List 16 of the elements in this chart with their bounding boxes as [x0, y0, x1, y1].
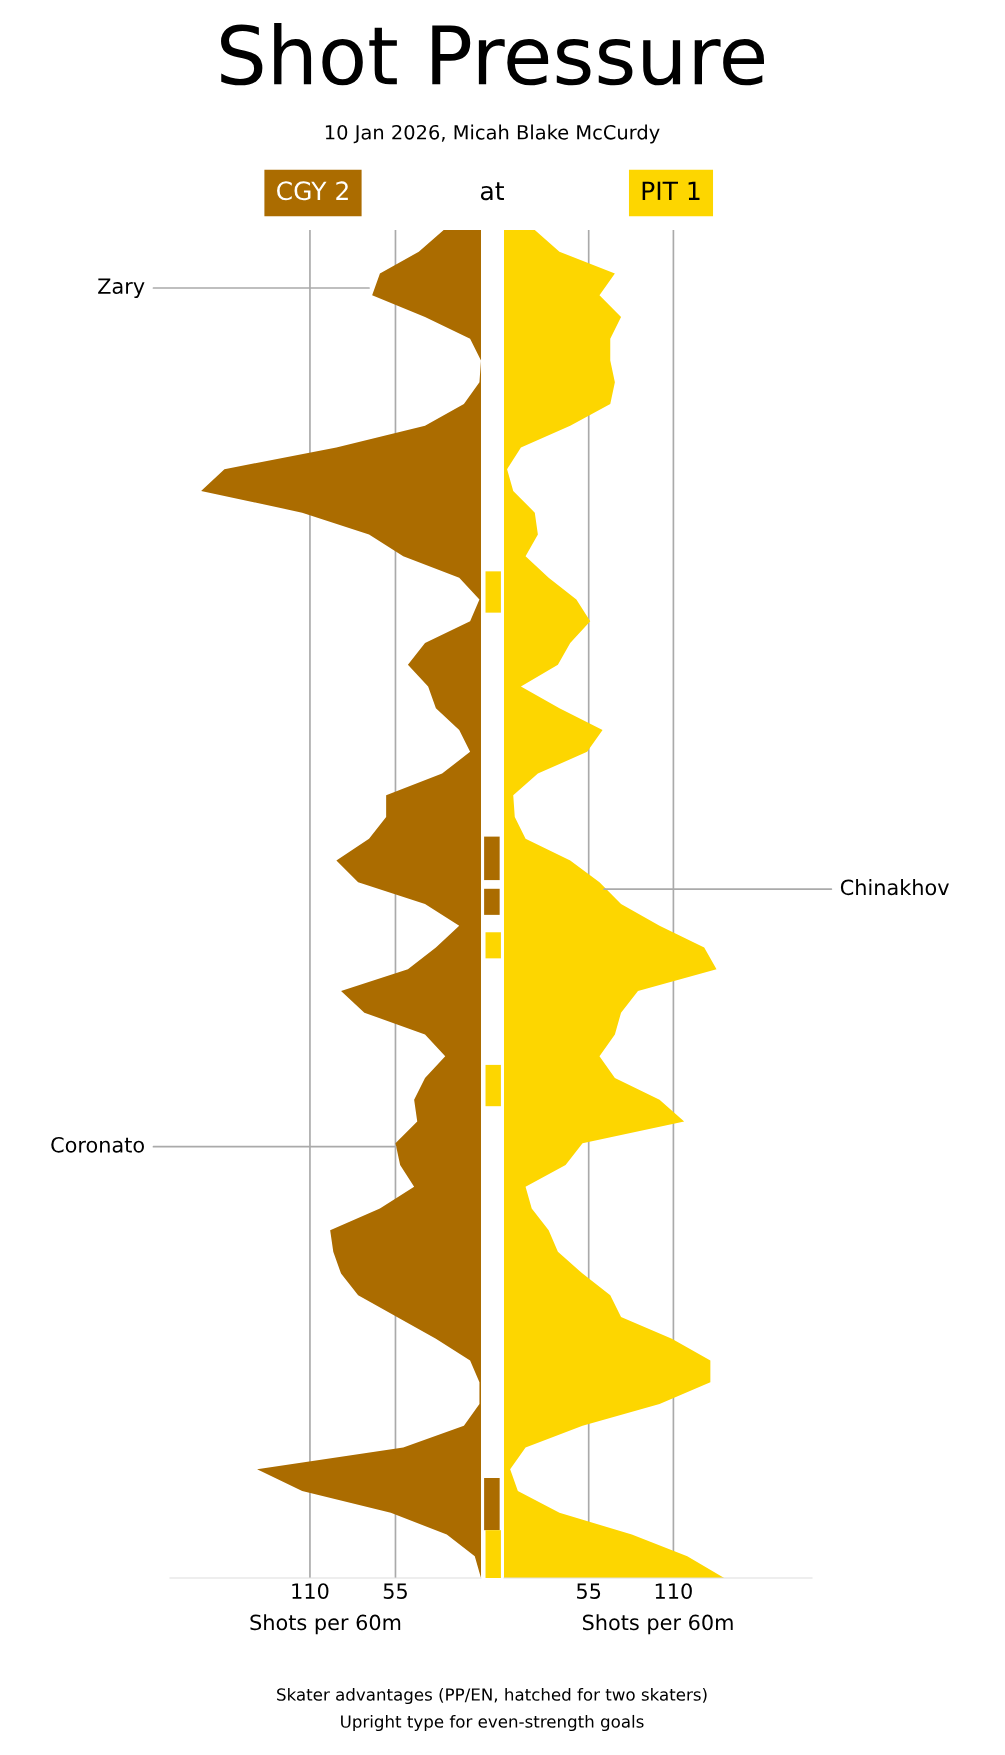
text: Coronato	[51, 1136, 144, 1153]
x-tick-label: 110	[655, 1583, 692, 1599]
text: 10 Jan 2026, Micah Blake McCurdy	[325, 124, 660, 144]
x-tick-label: 110	[292, 1583, 329, 1599]
text: Upright type for even-strength goals	[341, 1714, 644, 1732]
text: at	[480, 182, 504, 201]
text: Skater advantages (PP/EN, hatched for two skaters)	[277, 1687, 707, 1705]
text: Shot Pressure	[221, 23, 764, 86]
x-tick-label: 55	[577, 1583, 601, 1599]
text: PIT 1	[642, 181, 700, 200]
text: CGY 2	[277, 181, 348, 201]
x-axis-title: Shots per 60m	[250, 1614, 401, 1635]
text: Zary	[98, 278, 145, 299]
text: Chinakhov	[840, 879, 949, 896]
x-tick-label: 55	[383, 1583, 407, 1599]
x-axis-title: Shots per 60m	[582, 1614, 733, 1635]
